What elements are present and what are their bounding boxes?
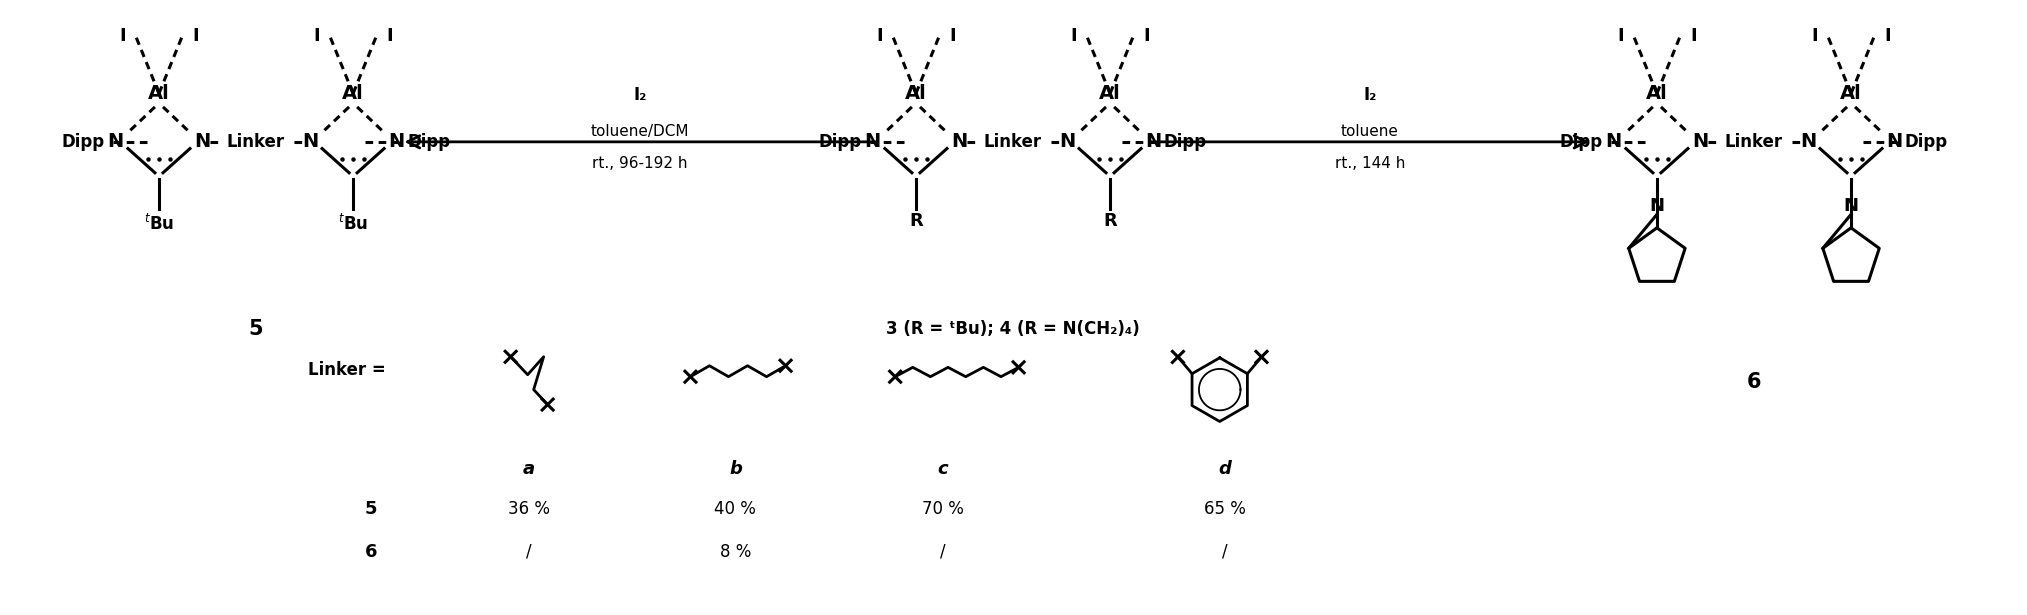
Text: I: I (120, 26, 126, 45)
Text: toluene: toluene (1342, 124, 1399, 140)
Text: d: d (1218, 460, 1230, 478)
Text: N: N (866, 132, 882, 151)
Text: Dipp: Dipp (407, 133, 450, 151)
Text: I₂: I₂ (632, 86, 647, 104)
Text: N: N (1693, 132, 1709, 151)
Text: I: I (876, 26, 884, 45)
Text: /: / (525, 543, 531, 561)
Text: /: / (941, 543, 947, 561)
Text: 8 %: 8 % (720, 543, 752, 561)
Text: toluene/DCM: toluene/DCM (590, 124, 689, 140)
Text: 36 %: 36 % (507, 500, 549, 518)
Text: 5: 5 (249, 319, 264, 339)
Text: I: I (1885, 26, 1891, 45)
Text: b: b (730, 460, 742, 478)
Text: I: I (1070, 26, 1076, 45)
Text: N: N (1843, 197, 1859, 215)
Text: Dipp: Dipp (1561, 133, 1603, 151)
Text: Al: Al (343, 84, 365, 103)
Text: N: N (1885, 132, 1901, 151)
Text: I₂: I₂ (1364, 86, 1376, 104)
Text: I: I (1812, 26, 1818, 45)
Text: rt., 144 h: rt., 144 h (1336, 156, 1405, 171)
Text: Al: Al (148, 84, 170, 103)
Text: Linker: Linker (1725, 133, 1784, 151)
Text: N: N (387, 132, 403, 151)
Text: Al: Al (1841, 84, 1863, 103)
Text: I: I (193, 26, 199, 45)
Text: Linker: Linker (227, 133, 286, 151)
Text: 6: 6 (1747, 373, 1761, 392)
Text: Dipp: Dipp (1905, 133, 1948, 151)
Text: 40 %: 40 % (714, 500, 756, 518)
Text: a: a (523, 460, 535, 478)
Text: N: N (1145, 132, 1161, 151)
Text: c: c (939, 460, 949, 478)
Text: Al: Al (1099, 84, 1121, 103)
Text: I: I (387, 26, 393, 45)
Text: I: I (1691, 26, 1697, 45)
Text: Al: Al (906, 84, 926, 103)
Text: $^t$Bu: $^t$Bu (144, 214, 174, 234)
Text: N: N (1058, 132, 1074, 151)
Text: /: / (1222, 543, 1228, 561)
Text: N: N (1650, 197, 1664, 215)
Text: Dipp: Dipp (63, 133, 105, 151)
Text: 6: 6 (365, 543, 377, 561)
Text: rt., 96-192 h: rt., 96-192 h (592, 156, 687, 171)
Text: 5: 5 (365, 500, 377, 518)
Text: I: I (1618, 26, 1624, 45)
Text: 65 %: 65 % (1204, 500, 1247, 518)
Text: Linker: Linker (983, 133, 1042, 151)
Text: I: I (314, 26, 320, 45)
Text: Dipp: Dipp (1163, 133, 1208, 151)
Text: Dipp: Dipp (819, 133, 861, 151)
Text: R: R (1103, 212, 1117, 230)
Text: R: R (908, 212, 922, 230)
Text: N: N (302, 132, 318, 151)
Text: N: N (951, 132, 967, 151)
Text: Al: Al (1646, 84, 1668, 103)
Text: N: N (107, 132, 124, 151)
Text: I: I (949, 26, 955, 45)
Text: Linker =: Linker = (308, 361, 385, 379)
Text: I: I (1143, 26, 1149, 45)
Text: N: N (195, 132, 211, 151)
Text: $^t$Bu: $^t$Bu (339, 214, 369, 234)
Text: N: N (1800, 132, 1816, 151)
Text: 3 (R = ᵗBu); 4 (R = N(CH₂)₄): 3 (R = ᵗBu); 4 (R = N(CH₂)₄) (886, 320, 1139, 338)
Text: 70 %: 70 % (922, 500, 965, 518)
Text: N: N (1605, 132, 1622, 151)
